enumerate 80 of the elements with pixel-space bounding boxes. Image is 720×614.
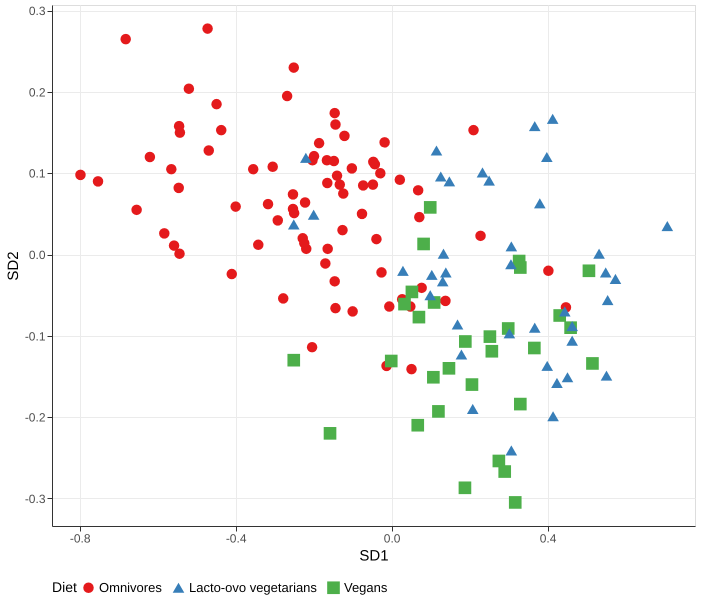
point — [427, 370, 440, 384]
point — [593, 248, 605, 259]
point — [484, 330, 496, 343]
y-tick-label: 0.0 — [28, 248, 46, 262]
y-tick-label: 0.2 — [28, 85, 46, 100]
point — [483, 176, 495, 186]
point — [504, 328, 516, 338]
point — [551, 378, 563, 388]
point — [397, 266, 409, 276]
y-tick-label: 0.1 — [28, 166, 46, 181]
point — [541, 360, 554, 371]
point — [287, 354, 300, 367]
point — [546, 114, 558, 124]
point — [424, 201, 437, 214]
point — [324, 427, 336, 440]
point — [528, 322, 541, 333]
point — [412, 310, 426, 324]
point — [508, 496, 522, 509]
x-tick-label: -0.4 — [226, 532, 247, 546]
point — [434, 171, 447, 182]
legend-label: Lacto-ovo vegetarians — [189, 580, 318, 595]
point — [506, 445, 518, 456]
point — [600, 267, 612, 278]
point — [458, 481, 472, 494]
point — [384, 354, 398, 368]
point — [610, 274, 622, 284]
y-tick-label: -0.1 — [24, 329, 46, 344]
point — [288, 219, 300, 230]
point — [424, 290, 436, 300]
point — [426, 270, 438, 280]
point — [432, 405, 445, 418]
point — [398, 298, 411, 310]
x-axis-title: SD1 — [359, 548, 389, 564]
x-tick-label: -0.8 — [70, 532, 91, 546]
point — [456, 349, 468, 360]
legend-label: Vegans — [344, 580, 388, 595]
point — [436, 276, 449, 286]
point — [442, 362, 456, 375]
point — [444, 176, 456, 186]
point — [440, 267, 452, 278]
point — [486, 344, 498, 358]
point — [566, 336, 578, 346]
point — [547, 411, 559, 422]
point — [506, 241, 518, 252]
point — [466, 378, 478, 391]
point — [528, 121, 541, 132]
y-tick-label: 0.3 — [28, 4, 46, 18]
point — [602, 295, 614, 306]
y-tick-label: -0.3 — [24, 492, 46, 506]
point — [417, 238, 430, 250]
point — [562, 372, 574, 382]
point — [662, 221, 674, 232]
point — [505, 259, 517, 270]
point — [438, 248, 450, 259]
legend-label: Omnivores — [99, 580, 162, 595]
point — [452, 319, 464, 330]
legend-title: Diet — [52, 579, 78, 595]
point — [406, 286, 418, 298]
point — [476, 167, 488, 178]
point — [558, 306, 571, 316]
point — [466, 404, 479, 414]
point — [308, 210, 320, 220]
x-tick-label: 0.4 — [540, 532, 557, 546]
point — [498, 465, 512, 478]
y-axis-title: SD2 — [4, 251, 22, 281]
point — [600, 370, 612, 381]
point — [411, 418, 424, 432]
point — [459, 335, 472, 348]
point — [566, 321, 578, 332]
point — [300, 152, 312, 163]
point — [534, 198, 546, 208]
x-tick-label: 0.0 — [384, 532, 401, 546]
point — [514, 398, 527, 410]
point — [528, 342, 541, 354]
point — [514, 261, 527, 274]
point — [586, 357, 599, 370]
point — [541, 152, 553, 162]
point — [430, 145, 442, 156]
point — [582, 264, 596, 278]
y-tick-label: -0.2 — [24, 410, 46, 425]
